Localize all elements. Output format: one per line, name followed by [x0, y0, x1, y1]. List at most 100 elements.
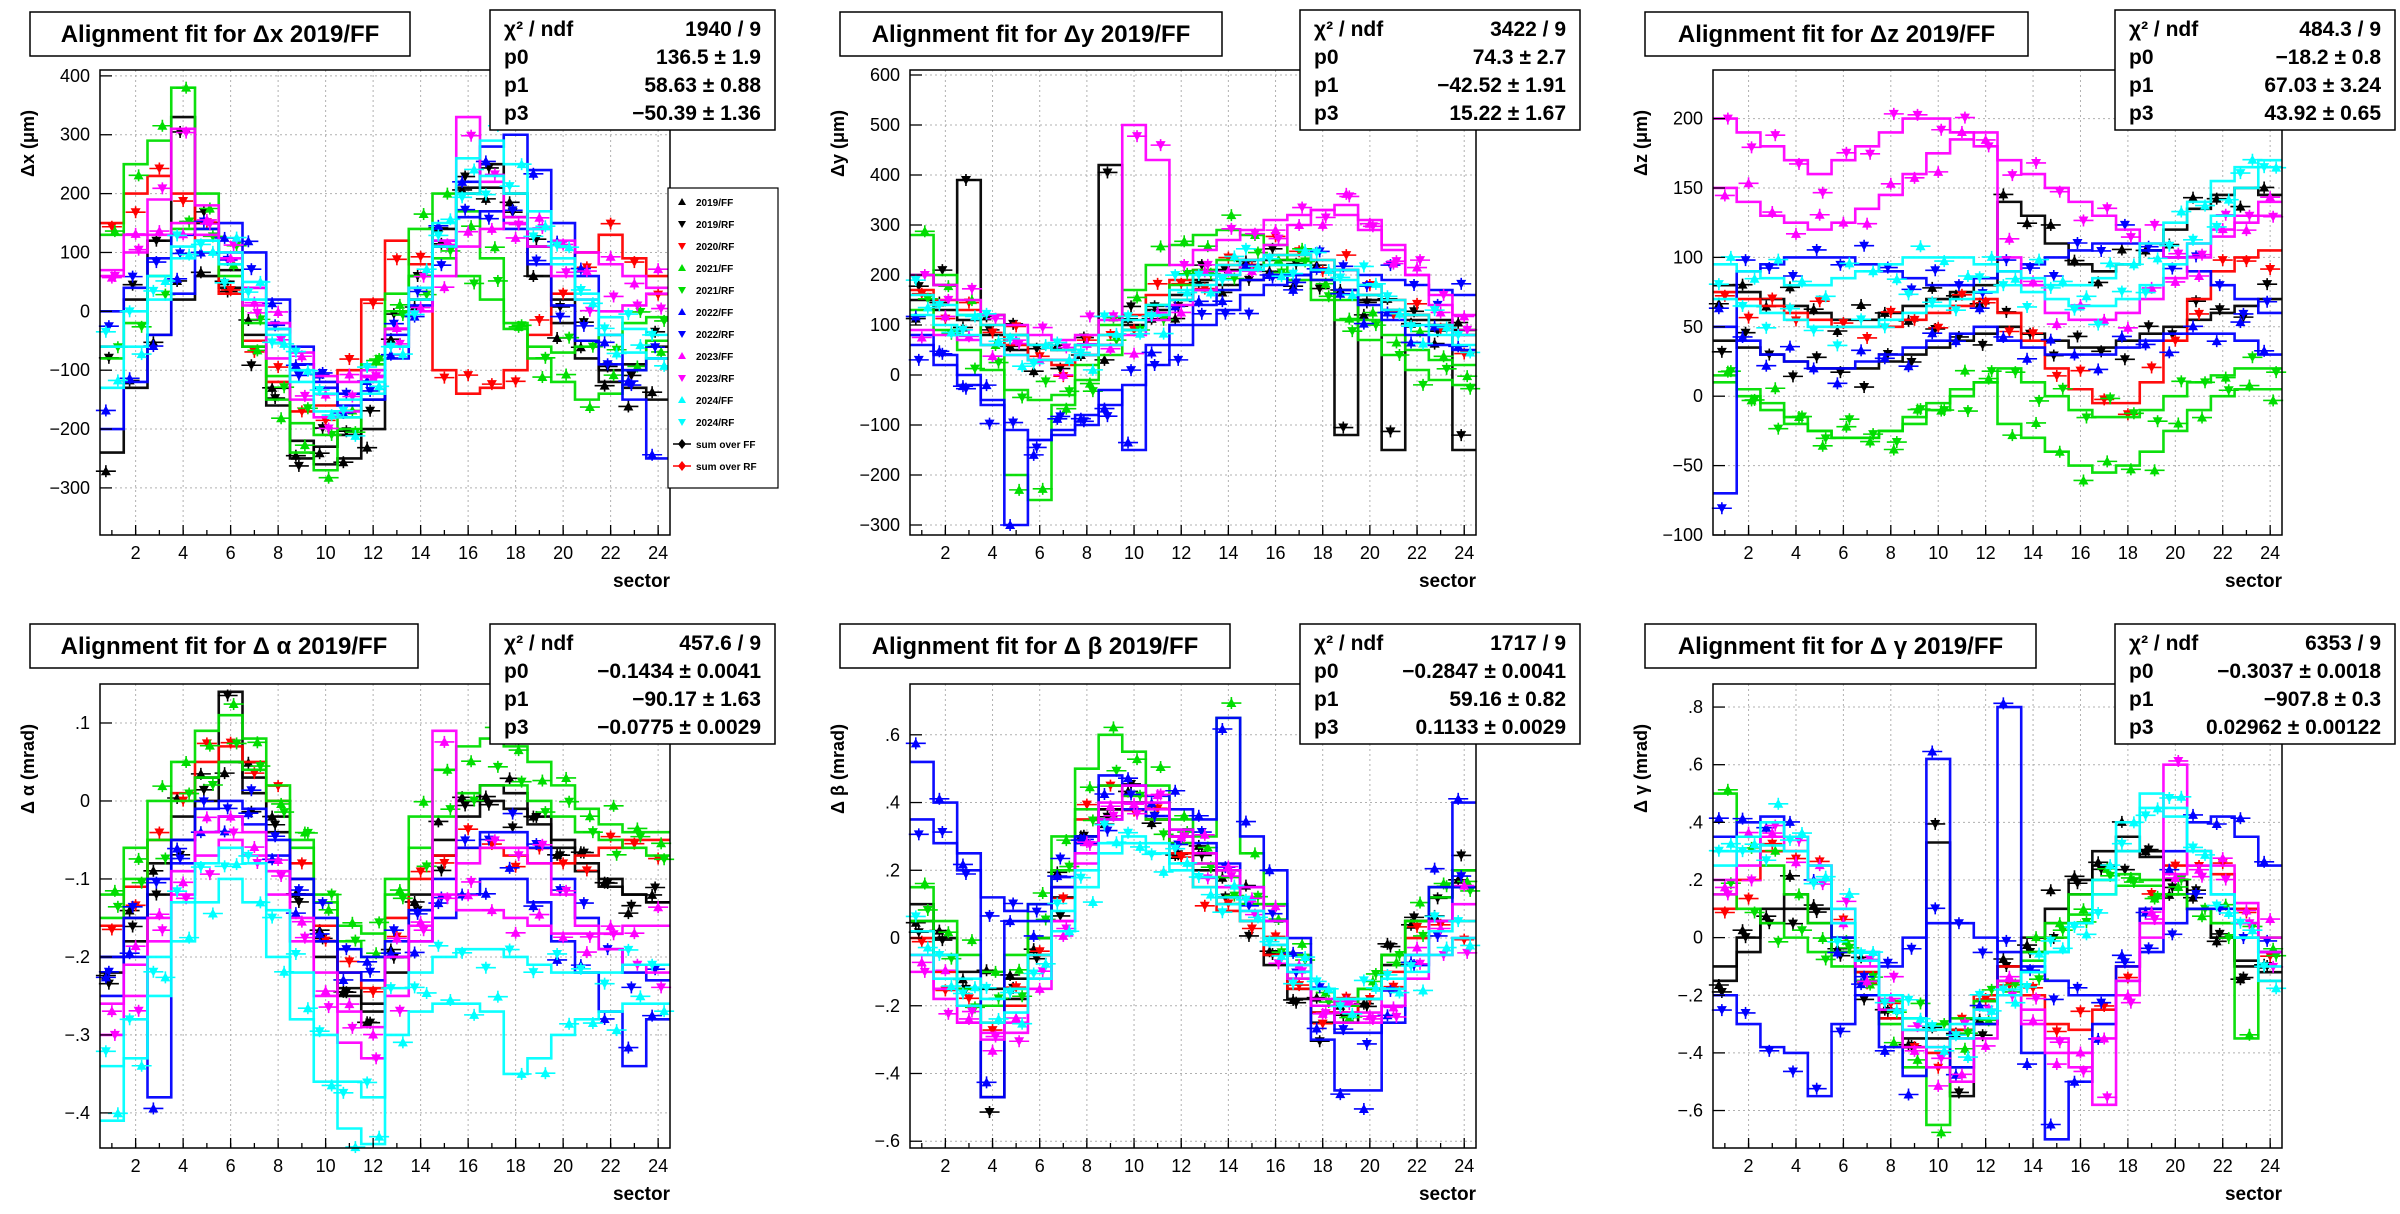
marker-up-triangle [2031, 417, 2042, 427]
y-tick-label: 100 [60, 242, 90, 262]
marker-up-triangle [2004, 233, 2015, 243]
data-point [1779, 281, 1800, 294]
data-point [1711, 502, 1732, 515]
marker-up-triangle [1320, 278, 1331, 288]
marker-down-triangle [608, 292, 619, 302]
marker-down-triangle [2072, 239, 2083, 249]
marker-down-triangle [1202, 260, 1213, 270]
data-point [1023, 448, 1044, 461]
data-point [1762, 206, 1783, 219]
marker-up-triangle [1028, 366, 1039, 376]
marker-up-triangle [1217, 287, 1228, 297]
marker-up-triangle [109, 226, 120, 236]
data-point [2159, 346, 2180, 359]
marker-up-triangle [987, 351, 998, 361]
data-point [502, 204, 523, 217]
marker-up-triangle [231, 232, 242, 242]
data-point [1315, 211, 1336, 224]
data-point [318, 471, 339, 484]
marker-up-triangle [1182, 287, 1193, 297]
marker-down-triangle [1111, 336, 1122, 346]
marker-down-triangle [106, 222, 117, 232]
marker-up-triangle [112, 375, 123, 385]
data-point [600, 250, 621, 263]
marker-down-triangle [1017, 393, 1028, 403]
marker-up-triangle [1223, 266, 1234, 276]
marker-up-triangle [510, 232, 521, 242]
marker-down-triangle [2102, 204, 2113, 214]
y-tick-label: 150 [1673, 178, 1703, 198]
data-point [464, 277, 485, 290]
data-point [173, 195, 194, 208]
data-point [1047, 336, 1068, 349]
x-tick-label: 8 [273, 543, 283, 563]
fit-stat-label: p1 [504, 74, 529, 97]
marker-down-triangle [632, 301, 643, 311]
marker-down-triangle [1031, 344, 1042, 354]
marker-down-triangle [439, 373, 450, 383]
data-point [1292, 201, 1313, 214]
data-point [1785, 227, 1806, 240]
data-point [2192, 411, 2213, 424]
data-point [1097, 410, 1118, 423]
y-tick-label: −300 [859, 515, 900, 535]
fit-stat-value: 136.5 ± 1.9 [656, 46, 761, 69]
data-point [1306, 246, 1327, 259]
marker-up-triangle [1790, 228, 1801, 238]
marker-up-triangle [1438, 351, 1449, 361]
marker-down-triangle [1906, 285, 1917, 295]
marker-up-triangle [537, 372, 548, 382]
data-point [1339, 190, 1360, 203]
marker-down-triangle [136, 322, 147, 332]
marker-down-triangle [1891, 438, 1902, 448]
data-point [2144, 218, 2165, 231]
data-point [1756, 359, 1777, 372]
marker-down-triangle [1406, 322, 1417, 332]
x-tick-label: 16 [1266, 543, 1286, 563]
data-point [2212, 254, 2233, 267]
data-point [199, 217, 220, 230]
marker-up-triangle [100, 405, 111, 415]
data-point [1854, 381, 1875, 394]
marker-up-triangle [608, 370, 619, 380]
data-point [2043, 269, 2064, 282]
data-point [1097, 166, 1118, 179]
marker-down-triangle [934, 301, 945, 310]
marker-down-triangle [2105, 394, 2116, 404]
y-tick-label: 300 [870, 215, 900, 235]
y-tick-label: 300 [60, 125, 90, 145]
marker-down-triangle [2176, 377, 2187, 387]
data-point [1073, 415, 1094, 428]
y-tick-label: 0 [80, 301, 90, 321]
marker-up-triangle [629, 278, 640, 288]
data-point [529, 313, 550, 326]
marker-down-triangle [1193, 271, 1204, 280]
marker-down-triangle [1841, 148, 1852, 158]
x-tick-label: 4 [1791, 543, 1801, 563]
data-point [2192, 248, 2213, 261]
marker-down-triangle [1838, 319, 1849, 329]
data-point [2183, 320, 2204, 333]
data-point [597, 358, 618, 371]
data-point [1289, 219, 1310, 231]
marker-up-triangle [219, 232, 230, 242]
marker-down-triangle [1220, 309, 1231, 319]
data-point [389, 298, 410, 311]
data-point [1788, 157, 1809, 170]
data-point [576, 265, 597, 278]
data-point [917, 301, 938, 314]
data-point [1221, 209, 1242, 222]
series-step-line [1713, 131, 2282, 322]
data-point [360, 404, 381, 417]
marker-up-triangle [528, 168, 539, 178]
data-point [1910, 240, 1931, 253]
data-point [935, 310, 956, 323]
marker-down-triangle [1980, 298, 1991, 308]
marker-down-triangle [225, 285, 236, 295]
y-tick-label: −.4 [64, 1103, 90, 1123]
marker-up-triangle [326, 410, 337, 420]
marker-down-triangle [338, 406, 349, 416]
data-point [499, 180, 520, 193]
marker-down-triangle [2265, 265, 2276, 275]
data-point [1200, 286, 1221, 299]
